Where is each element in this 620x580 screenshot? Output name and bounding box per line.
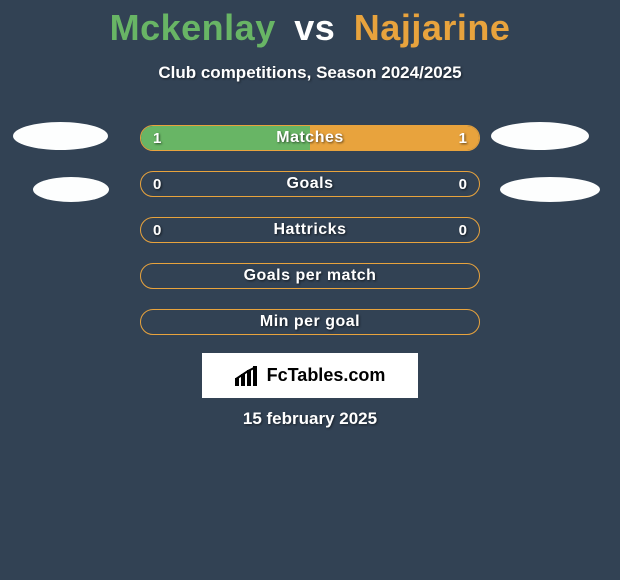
stat-bars: 11Matches 00Goals 00Hattricks Goals per mat…	[140, 125, 480, 335]
stat-label: Goals per match	[141, 264, 479, 288]
page-title: Mckenlay vs Najjarine	[0, 7, 620, 49]
chart-bars-icon	[235, 366, 261, 386]
title-vs: vs	[294, 7, 335, 48]
subtitle: Club competitions, Season 2024/2025	[0, 63, 620, 83]
stat-label: Hattricks	[141, 218, 479, 242]
date-text: 15 february 2025	[0, 409, 620, 429]
stat-row: 11Matches	[140, 125, 480, 151]
player1-avatar-small	[33, 177, 109, 202]
title-player2: Najjarine	[354, 7, 511, 48]
player2-avatar-small	[500, 177, 600, 202]
logo-text: FcTables.com	[267, 365, 386, 386]
stat-label: Matches	[141, 126, 479, 150]
stat-row: 00Goals	[140, 171, 480, 197]
player2-avatar	[491, 122, 589, 150]
stat-row: Min per goal	[140, 309, 480, 335]
comparison-canvas: Mckenlay vs Najjarine Club competitions,…	[0, 0, 620, 580]
logo-box: FcTables.com	[202, 353, 418, 398]
stat-label: Goals	[141, 172, 479, 196]
stat-label: Min per goal	[141, 310, 479, 334]
stat-row: 00Hattricks	[140, 217, 480, 243]
player1-avatar	[13, 122, 108, 150]
title-player1: Mckenlay	[110, 7, 276, 48]
stat-row: Goals per match	[140, 263, 480, 289]
